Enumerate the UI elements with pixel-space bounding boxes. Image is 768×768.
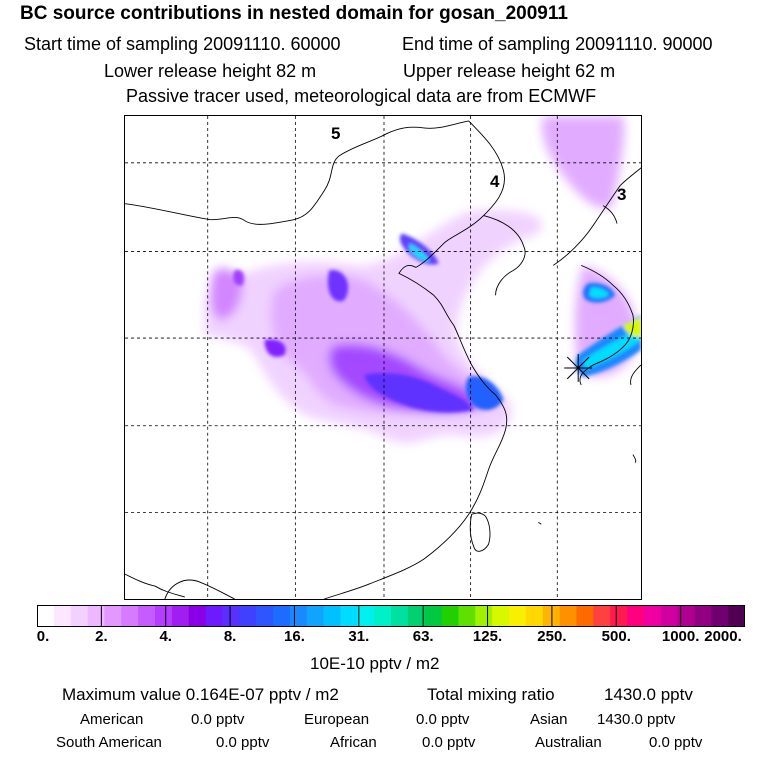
coastlines: [125, 120, 641, 599]
source-region-label: 4: [490, 172, 500, 191]
colorbar-units: 10E-10 pptv / m2: [310, 654, 440, 673]
colorbar-swatch: [694, 605, 712, 627]
end-time: End time of sampling 20091110. 90000: [402, 34, 713, 54]
colorbar-swatch: [222, 605, 240, 627]
colorbar-swatch: [256, 605, 274, 627]
colorbar-swatch: [660, 605, 679, 627]
colorbar-tick-label: 1000.: [661, 628, 700, 645]
source-region-label: 5: [331, 124, 341, 143]
colorbar-swatch: [441, 605, 459, 627]
colorbar-swatch: [70, 605, 89, 627]
colorbar-tick-label: 31.: [348, 628, 370, 645]
region-name: Asian: [530, 711, 568, 728]
colorbar-swatch: [525, 605, 544, 627]
tracer-note: Passive tracer used, meteorological data…: [126, 86, 597, 106]
colorbar-swatch: [239, 605, 257, 627]
colorbar-swatch: [407, 605, 426, 627]
colorbar-swatch: [593, 605, 611, 627]
colorbar-swatch: [458, 605, 476, 627]
colorbar-swatch: [542, 605, 561, 627]
colorbar-swatch: [711, 605, 729, 627]
colorbar-swatch: [188, 605, 207, 627]
colorbar-swatch: [627, 605, 645, 627]
colorbar: [37, 605, 745, 627]
colorbar-border: [37, 605, 745, 627]
region-name: South American: [56, 734, 162, 751]
colorbar-tick-label: 500.: [601, 628, 631, 645]
colorbar-swatch: [509, 605, 527, 627]
region-name: European: [304, 711, 370, 728]
colorbar-tick-label: 63.: [412, 628, 434, 645]
region-value: 1430.0 pptv: [597, 711, 676, 728]
map-grid: [125, 116, 641, 599]
colorbar-swatch: [728, 605, 745, 627]
colorbar-tick-label: 125.: [472, 628, 503, 645]
region-value: 0.0 pptv: [191, 711, 245, 728]
colorbar-swatch: [171, 605, 190, 627]
colorbar-swatch: [424, 605, 443, 627]
total-mixing-ratio-value: 1430.0 pptv: [604, 685, 693, 704]
colorbar-swatch: [492, 605, 510, 627]
plot-title: BC source contributions in nested domain…: [20, 3, 568, 24]
maximum-value: Maximum value 0.164E-07 pptv / m2: [62, 685, 339, 704]
colorbar-swatch: [576, 605, 594, 627]
region-name: American: [80, 711, 144, 728]
colorbar-swatch: [677, 605, 695, 627]
colorbar-swatch: [104, 605, 122, 627]
colorbar-swatch: [374, 605, 392, 627]
colorbar-swatch: [273, 605, 291, 627]
concentration-field: [204, 116, 641, 444]
colorbar-swatch: [340, 605, 358, 627]
source-region-label: 3: [617, 185, 627, 204]
colorbar-swatch: [391, 605, 409, 627]
colorbar-swatch: [121, 605, 139, 627]
region-name: African: [330, 734, 377, 751]
colorbar-swatch: [357, 605, 375, 627]
colorbar-tick-label: 4.: [159, 628, 172, 645]
colorbar-tick-label: 2000.: [704, 628, 742, 645]
colorbar-swatch: [289, 605, 308, 627]
colorbar-swatch: [475, 605, 493, 627]
colorbar-swatch: [643, 605, 662, 627]
colorbar-swatch: [323, 605, 341, 627]
receptor-marker: [564, 354, 593, 382]
lower-release-height: Lower release height 82 m: [104, 61, 317, 81]
region-name: Australian: [535, 734, 602, 751]
colorbar-tick-label: 16.: [284, 628, 305, 645]
colorbar-tick-label: 8.: [223, 628, 237, 645]
source-contribution-map: [124, 115, 642, 600]
region-value: 0.0 pptv: [422, 734, 476, 751]
colorbar-tick-label: 0.: [36, 628, 50, 645]
colorbar-tick-label: 2.: [95, 628, 108, 645]
colorbar-swatch: [155, 605, 173, 627]
colorbar-swatch: [559, 605, 577, 627]
region-value: 0.0 pptv: [416, 711, 470, 728]
colorbar-swatch: [306, 605, 325, 627]
colorbar-swatch: [37, 605, 55, 627]
colorbar-swatch: [205, 605, 223, 627]
map-panel: 5 4 3: [124, 115, 642, 600]
upper-release-height: Upper release height 62 m: [403, 61, 616, 81]
colorbar-swatch: [138, 605, 156, 627]
region-value: 0.0 pptv: [216, 734, 270, 751]
colorbar-swatch: [53, 605, 72, 627]
start-time: Start time of sampling 20091110. 60000: [24, 34, 341, 54]
colorbar-swatch: [87, 605, 105, 627]
region-value: 0.0 pptv: [649, 734, 703, 751]
total-mixing-ratio-label: Total mixing ratio: [427, 685, 555, 704]
colorbar-swatch: [610, 605, 628, 627]
colorbar-tick-label: 250.: [537, 628, 567, 645]
